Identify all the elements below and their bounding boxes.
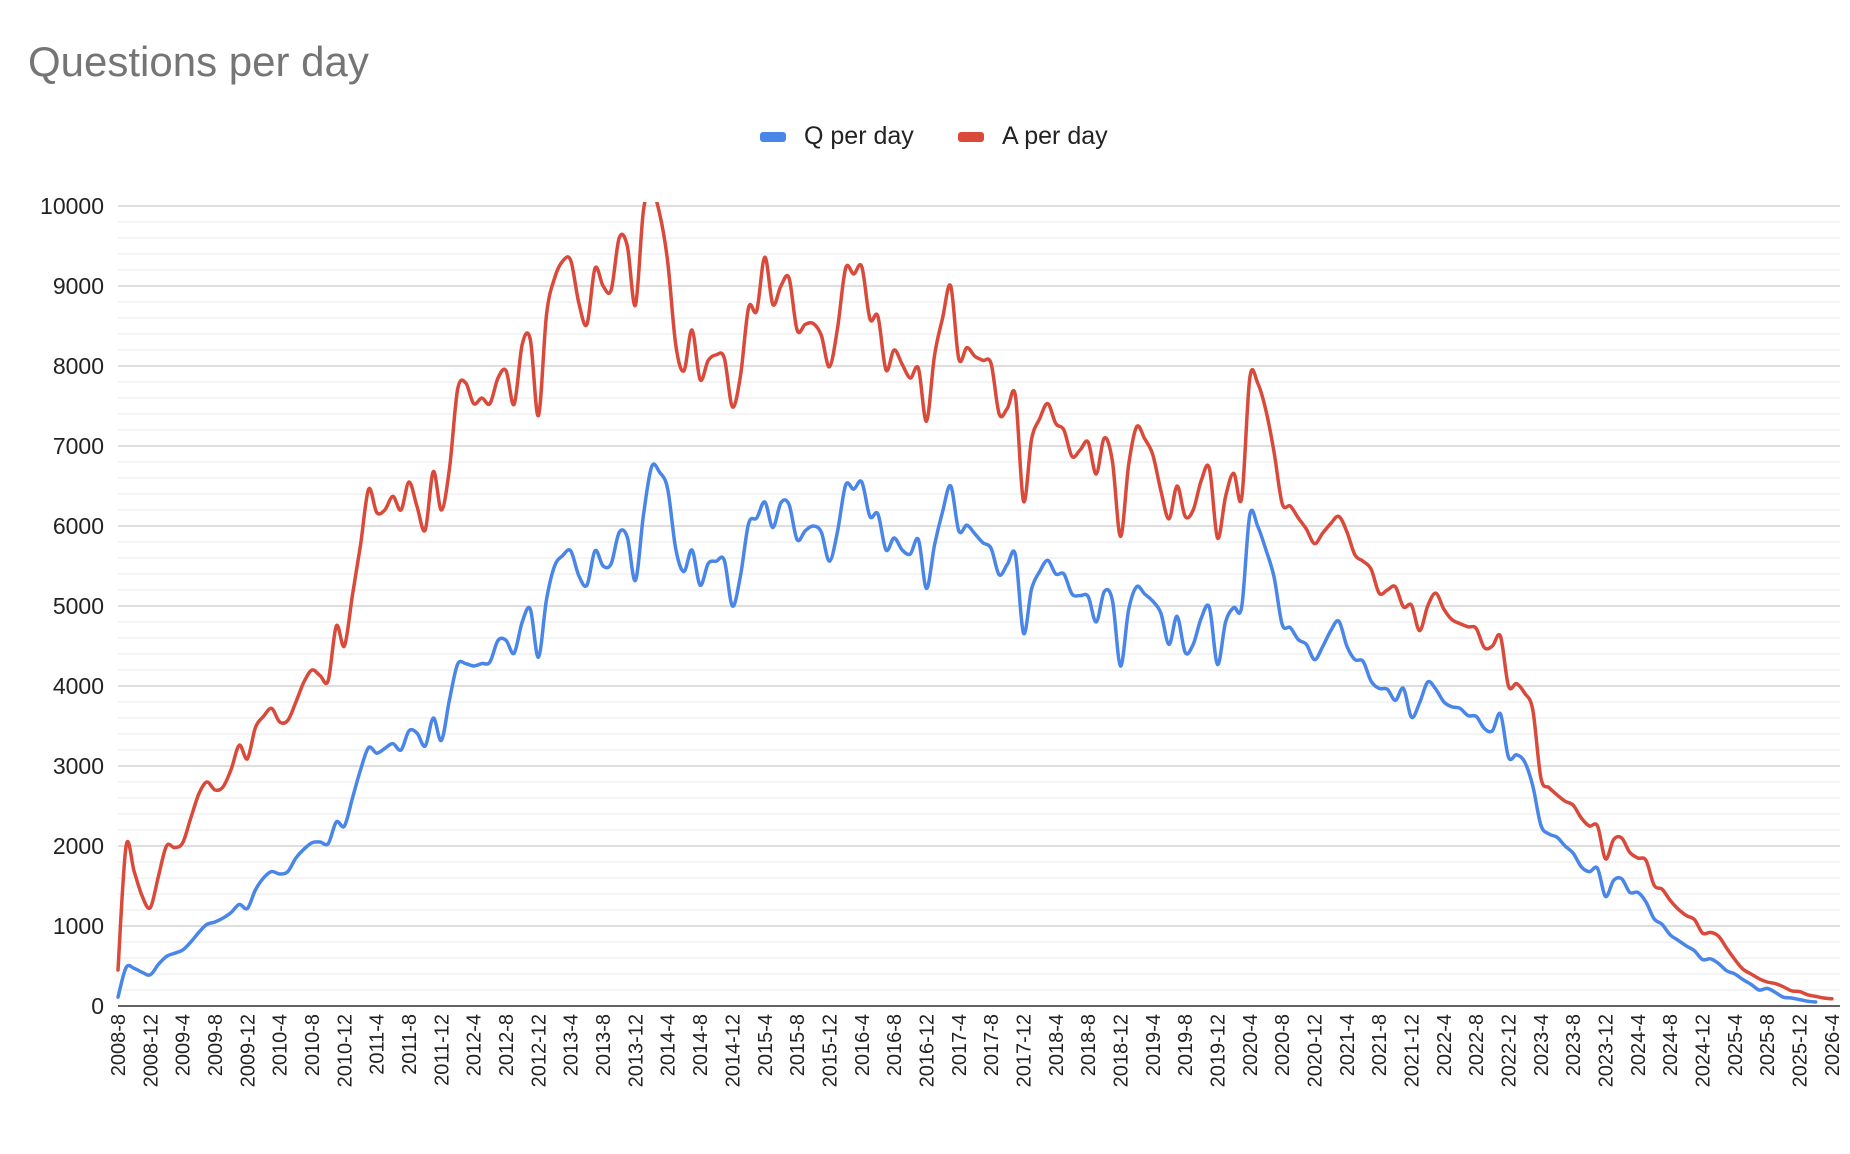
x-tick-label: 2013-4	[561, 1014, 583, 1076]
x-tick-label: 2024-4	[1628, 1014, 1650, 1076]
x-tick-label: 2013-8	[593, 1014, 615, 1076]
y-tick-label: 7000	[53, 433, 104, 459]
x-tick-label: 2014-8	[690, 1014, 712, 1076]
x-tick-label: 2014-12	[722, 1014, 744, 1087]
y-tick-label: 10000	[40, 193, 104, 219]
x-tick-label: 2017-12	[1013, 1014, 1035, 1087]
x-tick-label: 2009-4	[173, 1014, 195, 1076]
x-tick-label: 2015-8	[787, 1014, 809, 1076]
x-tick-label: 2024-8	[1660, 1014, 1682, 1076]
series-line-q-per-day[interactable]	[116, 462, 1818, 1004]
x-tick-label: 2023-4	[1531, 1014, 1553, 1076]
x-tick-label: 2017-8	[981, 1014, 1003, 1076]
y-tick-label: 2000	[53, 833, 104, 859]
legend-label-q: Q per day	[804, 122, 914, 150]
y-tick-label: 8000	[53, 353, 104, 379]
x-tick-label: 2017-4	[949, 1014, 971, 1076]
x-tick-label: 2016-8	[884, 1014, 906, 1076]
legend-swatch-a	[958, 131, 984, 142]
x-tick-label: 2019-8	[1175, 1014, 1197, 1076]
chart-title: Questions per day	[28, 38, 369, 85]
y-tick-label: 6000	[53, 513, 104, 539]
x-tick-label: 2012-4	[464, 1014, 486, 1076]
x-tick-label: 2018-4	[1046, 1014, 1068, 1076]
x-tick-label: 2025-8	[1757, 1014, 1779, 1076]
y-tick-label: 9000	[53, 273, 104, 299]
y-tick-label: 5000	[53, 593, 104, 619]
x-tick-label: 2021-4	[1337, 1014, 1359, 1076]
y-tick-label: 4000	[53, 673, 104, 699]
x-tick-label: 2024-12	[1693, 1014, 1715, 1087]
x-tick-label: 2020-4	[1240, 1014, 1262, 1076]
legend-label-a: A per day	[1002, 122, 1108, 150]
x-tick-label: 2008-8	[108, 1014, 130, 1076]
x-tick-label: 2023-12	[1596, 1014, 1618, 1087]
x-tick-label: 2012-8	[496, 1014, 518, 1076]
x-tick-label: 2015-4	[755, 1014, 777, 1076]
x-tick-label: 2018-8	[1078, 1014, 1100, 1076]
x-tick-label: 2026-4	[1822, 1014, 1844, 1076]
x-tick-label: 2018-12	[1110, 1014, 1132, 1087]
x-tick-label: 2022-8	[1466, 1014, 1488, 1076]
x-tick-label: 2012-12	[528, 1014, 550, 1087]
x-tick-label: 2022-4	[1434, 1014, 1456, 1076]
x-tick-label: 2022-12	[1499, 1014, 1521, 1087]
x-tick-label: 2015-12	[819, 1014, 841, 1087]
series-line-a-per-day[interactable]	[116, 190, 1834, 1001]
x-tick-label: 2016-12	[916, 1014, 938, 1087]
x-tick-label: 2010-4	[270, 1014, 292, 1076]
x-tick-label: 2011-4	[367, 1014, 389, 1075]
x-tick-label: 2010-12	[334, 1014, 356, 1087]
legend-item-a[interactable]: A per day	[958, 122, 1108, 151]
x-tick-label: 2011-8	[399, 1014, 421, 1075]
x-tick-label: 2016-4	[852, 1014, 874, 1076]
x-tick-label: 2023-8	[1563, 1014, 1585, 1076]
x-tick-label: 2009-12	[237, 1014, 259, 1087]
x-tick-label: 2011-12	[431, 1014, 453, 1086]
x-tick-label: 2019-4	[1143, 1014, 1165, 1076]
legend: Q per day A per day	[0, 122, 1850, 162]
x-tick-label: 2025-4	[1725, 1014, 1747, 1076]
x-tick-label: 2020-12	[1305, 1014, 1327, 1087]
y-tick-label: 1000	[53, 913, 104, 939]
legend-item-q[interactable]: Q per day	[760, 122, 914, 151]
x-tick-label: 2014-4	[658, 1014, 680, 1076]
x-tick-label: 2020-8	[1272, 1014, 1294, 1076]
x-tick-label: 2019-12	[1207, 1014, 1229, 1087]
x-tick-label: 2013-12	[625, 1014, 647, 1087]
x-tick-label: 2021-8	[1369, 1014, 1391, 1076]
x-tick-label: 2009-8	[205, 1014, 227, 1076]
y-tick-label: 0	[91, 993, 104, 1019]
y-tick-label: 3000	[53, 753, 104, 779]
x-tick-label: 2021-12	[1402, 1014, 1424, 1087]
x-tick-label: 2008-12	[140, 1014, 162, 1087]
x-tick-label: 2025-12	[1790, 1014, 1812, 1087]
legend-swatch-q	[760, 131, 786, 142]
x-tick-label: 2010-8	[302, 1014, 324, 1076]
